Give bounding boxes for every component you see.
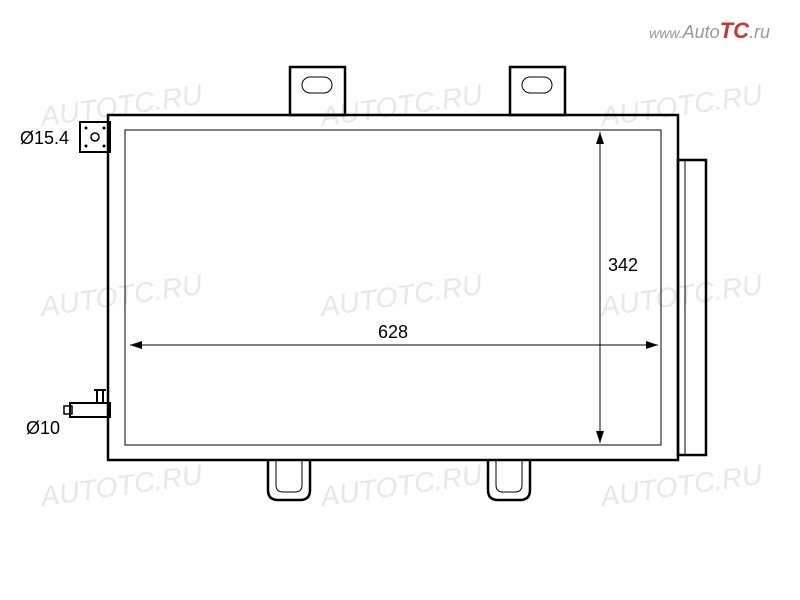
top-tab-right bbox=[510, 67, 565, 115]
dim-height-label: 342 bbox=[608, 255, 638, 276]
dim-port1-label: Ø15.4 bbox=[20, 128, 69, 149]
port-lower bbox=[64, 390, 110, 417]
technical-drawing bbox=[0, 0, 800, 600]
top-tab-left bbox=[290, 67, 345, 115]
bottom-tab-left bbox=[268, 460, 310, 500]
dim-port2-label: Ø10 bbox=[26, 418, 60, 439]
dim-vertical bbox=[596, 132, 604, 443]
port-upper bbox=[80, 122, 110, 152]
dim-width-label: 628 bbox=[378, 322, 408, 343]
bottom-tab-right bbox=[488, 460, 530, 500]
inner-body bbox=[125, 130, 661, 445]
right-panel bbox=[678, 160, 706, 455]
outer-body bbox=[108, 115, 678, 460]
